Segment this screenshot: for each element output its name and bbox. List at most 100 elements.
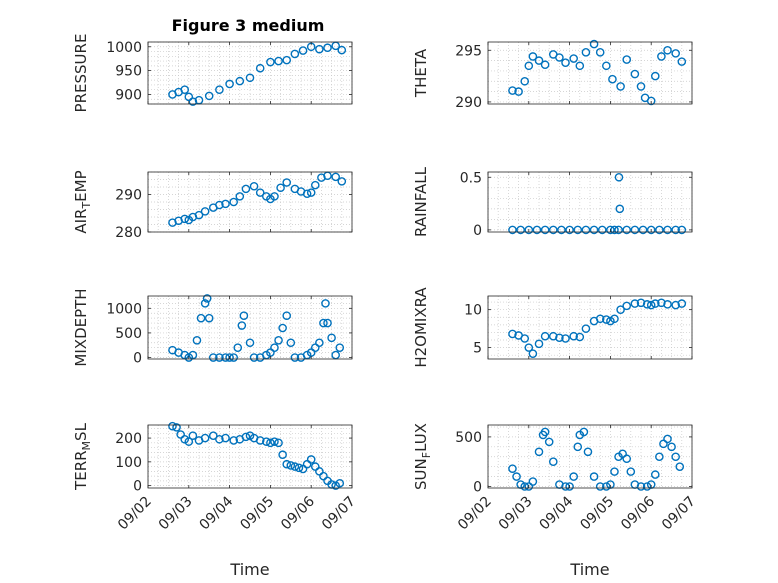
data-point <box>528 52 538 61</box>
data-point <box>249 181 259 191</box>
y-tick-label: 500 <box>115 326 142 342</box>
data-point <box>180 214 190 224</box>
data-point <box>595 314 605 324</box>
data-point <box>597 225 607 235</box>
data-point <box>508 225 517 235</box>
data-point <box>194 210 204 220</box>
data-point <box>663 300 672 309</box>
data-point <box>255 188 265 197</box>
y-tick-label: 0.5 <box>460 170 482 186</box>
data-point <box>229 197 238 207</box>
data-point <box>282 178 292 187</box>
x-tick-label: 09/02 <box>115 494 155 534</box>
data-point <box>290 49 300 59</box>
y-tick-label: 10 <box>464 303 482 319</box>
data-point <box>221 199 230 209</box>
data-point <box>180 85 190 94</box>
data-point <box>555 333 564 343</box>
data-point <box>671 225 680 235</box>
y-tick-label: 100 <box>115 455 142 471</box>
data-point <box>534 339 544 349</box>
data-point <box>636 82 646 91</box>
data-point <box>657 298 666 308</box>
y-axis-label: PRESSURE <box>72 34 90 113</box>
data-point <box>677 299 687 308</box>
y-tick-label: 0 <box>133 351 142 367</box>
subplot-sun-flux: 0 500 09/02 09/03 09/04 09/05 09/06 09/07 SUNFLU… <box>412 423 699 579</box>
data-point <box>270 343 279 352</box>
data-point <box>655 225 664 235</box>
data-point <box>548 457 558 467</box>
data-point <box>319 318 328 328</box>
data-point <box>233 343 243 352</box>
data-point <box>581 324 591 333</box>
data-point <box>622 55 632 64</box>
data-point <box>266 438 275 448</box>
data-point <box>255 436 265 445</box>
data-point <box>575 61 585 71</box>
data-point <box>306 455 316 464</box>
data-point <box>610 314 619 324</box>
data-point <box>200 299 210 308</box>
chart-title: Figure 3 medium <box>172 16 325 35</box>
data-point <box>323 318 332 328</box>
data-point <box>188 431 198 440</box>
data-point <box>335 478 345 488</box>
subplot-mixdepth: 0 500 1000 MIXDEPTH <box>72 288 353 367</box>
data-point <box>508 464 517 473</box>
data-point <box>524 482 534 491</box>
axes-box <box>487 41 693 105</box>
grid <box>487 296 693 359</box>
data-point <box>520 76 530 86</box>
plot-area <box>148 296 352 359</box>
data-point <box>327 333 336 343</box>
data-point <box>555 53 564 62</box>
x-axis-label: Time <box>569 560 609 579</box>
data-point <box>215 85 224 94</box>
x-tick-label: 09/05 <box>577 494 617 534</box>
data-point <box>516 225 525 235</box>
data-point <box>282 459 292 469</box>
data-point <box>235 76 245 86</box>
subplot-air-temp: 280 290 AIRTEMP <box>72 170 353 241</box>
axes-box <box>147 424 353 489</box>
data-point <box>583 447 593 457</box>
data-point <box>208 431 218 440</box>
data-point <box>286 461 296 470</box>
data-point <box>524 343 534 352</box>
data-point <box>677 57 687 66</box>
data-point <box>622 454 632 464</box>
y-tick-label: 280 <box>115 225 142 241</box>
data-point <box>274 438 283 448</box>
data-point <box>636 482 646 491</box>
y-tick-label: 290 <box>115 188 142 204</box>
data-point <box>274 56 283 66</box>
data-point <box>241 432 251 442</box>
data-point <box>245 73 255 83</box>
data-point <box>245 338 255 348</box>
data-point <box>337 45 347 55</box>
y-axis-label: RAINFALL <box>412 166 430 237</box>
data-point <box>575 332 585 342</box>
data-point <box>671 49 680 58</box>
data-point <box>655 452 664 462</box>
data-point <box>508 86 517 95</box>
data-point <box>514 87 523 96</box>
data-point <box>208 353 218 362</box>
data-point <box>237 321 247 330</box>
data-point <box>616 305 625 314</box>
y-tick-label: 0 <box>473 480 482 496</box>
grid <box>487 172 693 232</box>
y-tick-label: 1000 <box>106 40 142 56</box>
data-point <box>671 300 680 310</box>
y-tick-label: 200 <box>115 431 142 447</box>
data-point <box>573 225 583 235</box>
data-point <box>579 427 589 437</box>
data-point <box>532 225 542 235</box>
data-point <box>618 449 627 459</box>
data-point <box>663 45 672 55</box>
data-point <box>235 192 245 201</box>
data-point <box>610 225 619 235</box>
data-point <box>225 353 234 362</box>
